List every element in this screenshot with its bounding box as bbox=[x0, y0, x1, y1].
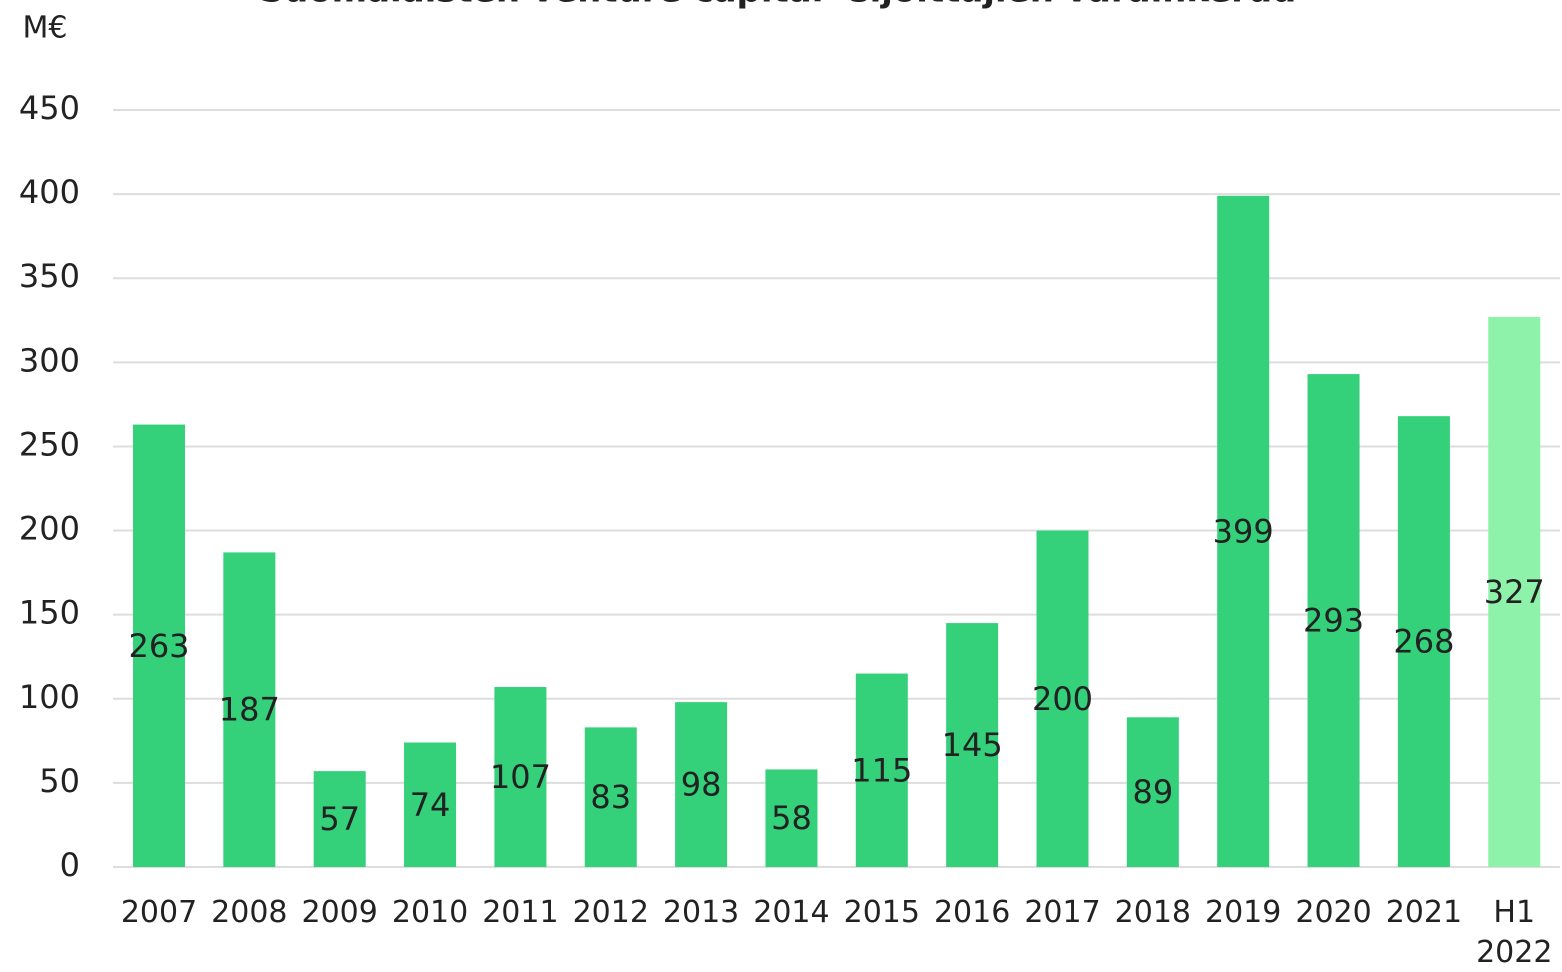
x-tick-label: 2014 bbox=[753, 895, 830, 930]
y-tick-label: 450 bbox=[19, 89, 80, 127]
x-tick-label: 2008 bbox=[211, 895, 288, 930]
x-tick-label: 2013 bbox=[662, 895, 740, 930]
bar bbox=[1307, 374, 1360, 867]
bar bbox=[1488, 316, 1541, 867]
bar bbox=[855, 673, 908, 867]
data-label: 187 bbox=[219, 691, 280, 729]
data-label: 399 bbox=[1213, 512, 1274, 550]
y-tick-label: 400 bbox=[19, 173, 80, 211]
y-tick-label: 250 bbox=[19, 425, 80, 463]
data-label: 107 bbox=[490, 758, 551, 796]
x-tick-label: 2007 bbox=[120, 895, 198, 930]
data-label: 89 bbox=[1132, 773, 1173, 811]
y-tick-label: 0 bbox=[60, 846, 80, 884]
y-tick-label: 50 bbox=[39, 762, 80, 800]
data-label: 200 bbox=[1032, 680, 1093, 718]
data-label: 74 bbox=[410, 786, 451, 824]
data-label: 57 bbox=[319, 800, 360, 838]
bar bbox=[1217, 195, 1270, 867]
data-label: 263 bbox=[128, 627, 189, 665]
x-tick-label: 2016 bbox=[933, 895, 1011, 930]
y-axis-label: M€ bbox=[23, 11, 68, 46]
bar bbox=[584, 727, 637, 867]
bar bbox=[223, 552, 276, 867]
y-tick-label: 300 bbox=[19, 341, 80, 379]
x-tick-label: 2011 bbox=[482, 895, 559, 930]
y-tick-label: 150 bbox=[19, 594, 80, 632]
data-label: 268 bbox=[1393, 623, 1454, 661]
bar bbox=[494, 687, 547, 867]
x-tick-label: 2020 bbox=[1295, 895, 1372, 930]
x-tick-label: 2015 bbox=[843, 895, 920, 930]
x-tick-label: 2017 bbox=[1024, 895, 1101, 930]
data-label: 145 bbox=[942, 726, 1003, 764]
x-tick-label: 2009 bbox=[301, 895, 378, 930]
x-tick-label: 2012 bbox=[572, 895, 649, 930]
data-label: 83 bbox=[590, 778, 631, 816]
bar bbox=[404, 742, 457, 867]
data-label: 293 bbox=[1303, 602, 1364, 640]
x-tick-label: H1 2022 bbox=[1476, 895, 1553, 970]
bar bbox=[675, 702, 728, 867]
bar bbox=[1397, 416, 1450, 867]
x-tick-label: 2019 bbox=[1205, 895, 1282, 930]
data-label: 115 bbox=[851, 751, 912, 789]
y-tick-label: 200 bbox=[19, 510, 80, 548]
chart-title: Suomalaisten venture capital -sijoittaji… bbox=[260, 0, 1297, 11]
bar bbox=[946, 623, 999, 867]
bar bbox=[133, 424, 185, 867]
x-tick-label: 2010 bbox=[391, 895, 469, 930]
bar bbox=[765, 769, 818, 867]
bar bbox=[1126, 717, 1179, 867]
y-tick-label: 100 bbox=[19, 678, 80, 716]
x-tick-label: 2018 bbox=[1114, 895, 1192, 930]
bar bbox=[313, 771, 366, 867]
data-label: 98 bbox=[681, 766, 722, 804]
data-label: 58 bbox=[771, 799, 812, 837]
bar bbox=[1036, 530, 1089, 867]
data-label: 327 bbox=[1484, 573, 1545, 611]
x-tick-label: 2021 bbox=[1385, 895, 1463, 930]
y-tick-label: 350 bbox=[19, 257, 80, 295]
